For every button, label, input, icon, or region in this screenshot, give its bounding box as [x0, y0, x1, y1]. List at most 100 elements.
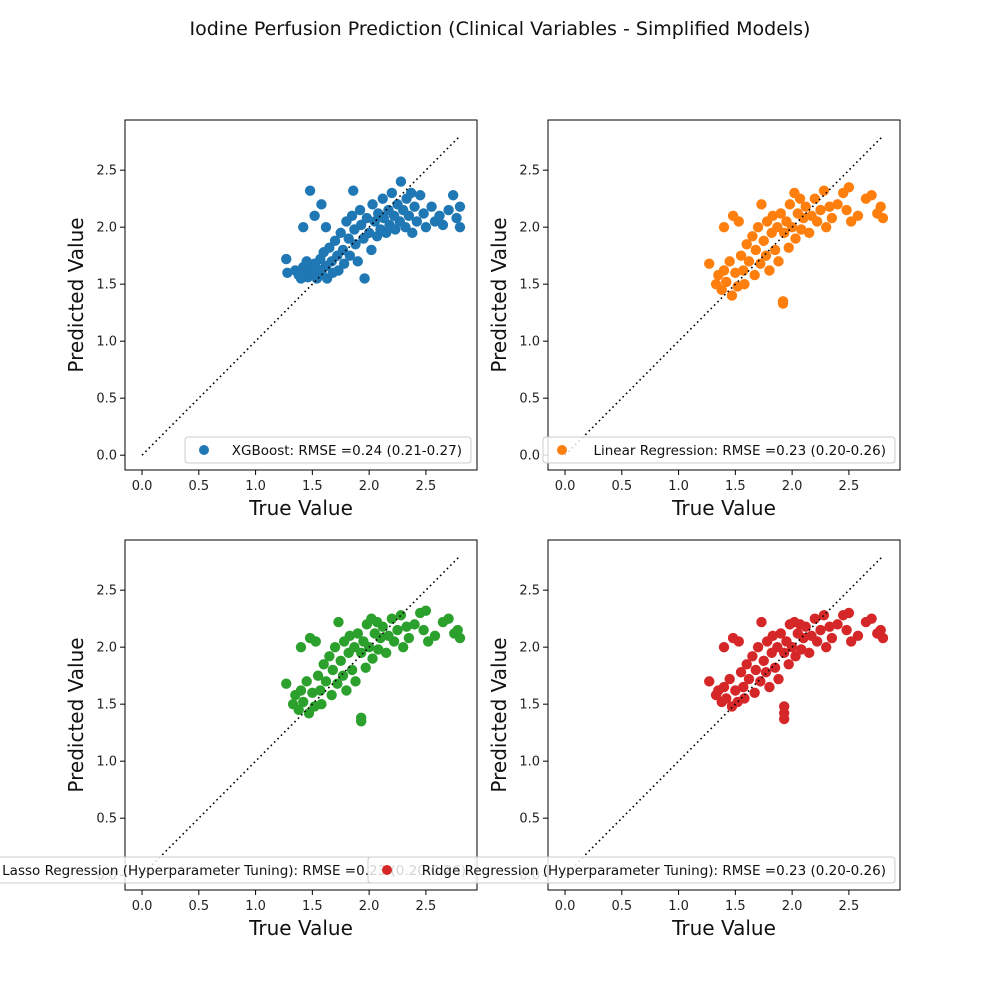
- scatter-point: [721, 276, 732, 288]
- scatter-point: [388, 636, 400, 647]
- scatter-point: [301, 676, 312, 687]
- scatter-point: [409, 619, 420, 630]
- scatter-point: [818, 185, 830, 196]
- scatter-point: [811, 636, 823, 647]
- legend-label: Lasso Regression (Hyperparameter Tuning)…: [2, 863, 466, 879]
- scatter-point: [760, 250, 772, 261]
- y-axis-title: Predicted Value: [487, 637, 511, 792]
- x-tick-label: 2.0: [782, 479, 803, 494]
- scatter-point: [750, 664, 761, 676]
- scatter-point: [355, 647, 367, 659]
- scatter-point: [348, 185, 359, 196]
- scatter-point: [437, 219, 449, 231]
- scatter-point: [420, 221, 432, 233]
- scatter-point: [380, 227, 392, 239]
- x-tick-label: 0.5: [188, 899, 209, 914]
- scatter-point: [295, 685, 307, 696]
- scatter-point: [772, 641, 783, 653]
- scatter-point: [843, 607, 855, 619]
- scatter-point: [769, 244, 781, 256]
- scatter-point: [718, 641, 730, 653]
- scatter-point: [426, 201, 437, 212]
- scatter-panel-3: 0.00.51.01.52.02.50.00.51.51.02.02.5True…: [0, 539, 478, 940]
- scatter-point: [344, 250, 356, 261]
- legend-box: [184, 436, 472, 464]
- scatter-point: [369, 216, 381, 227]
- scatter-point: [355, 219, 367, 231]
- scatter-point: [718, 265, 730, 276]
- scatter-point: [392, 624, 403, 636]
- scatter-point: [309, 210, 320, 221]
- scatter-point: [341, 685, 352, 696]
- y-tick-label: 1.0: [519, 755, 540, 770]
- scatter-point: [841, 624, 852, 636]
- scatter-point: [778, 647, 790, 659]
- scatter-point: [403, 632, 415, 644]
- x-tick-label: 1.5: [725, 479, 746, 494]
- scatter-point: [747, 231, 758, 242]
- scatter-point: [326, 689, 337, 701]
- scatter-point: [307, 687, 318, 698]
- scatter-point: [796, 224, 807, 235]
- scatter-point: [443, 613, 454, 624]
- scatter-point: [281, 678, 292, 689]
- identity-line: [564, 135, 884, 456]
- x-axis-title: True Value: [248, 496, 353, 520]
- x-tick-label: 1.0: [245, 479, 266, 494]
- scatter-point: [304, 185, 316, 196]
- scatter-point: [420, 605, 432, 616]
- scatter-point: [769, 662, 781, 673]
- scatter-point: [401, 621, 412, 632]
- scatter-point: [377, 621, 388, 632]
- scatter-point: [350, 239, 361, 250]
- identity-line: [564, 555, 884, 876]
- scatter-point: [803, 647, 815, 659]
- scatter-point: [755, 676, 766, 687]
- scatter-point: [350, 676, 361, 687]
- scatter-point: [815, 204, 826, 216]
- plot-frame: [124, 119, 478, 471]
- scatter-point: [718, 681, 730, 693]
- scatter-point: [841, 204, 852, 216]
- scatter-point: [809, 613, 821, 624]
- scatter-point: [409, 201, 420, 212]
- scatter-point: [403, 210, 415, 221]
- scatter-panel-2: 0.0 0.5 1.0 1.5 2.0 2.5 0.0 0.5 1.0 1.5 2.0 2.5 True…: [487, 119, 901, 520]
- y-tick-label: 0.0: [96, 449, 117, 464]
- y-tick-label: 0.5: [96, 812, 117, 827]
- scatter-point: [320, 221, 332, 233]
- scatter-point: [796, 644, 807, 655]
- scatter-point: [355, 716, 367, 727]
- scatter-point: [773, 673, 784, 685]
- scatter-point: [338, 258, 350, 269]
- scatter-point: [303, 708, 315, 719]
- scatter-point: [301, 256, 312, 267]
- scatter-point: [324, 242, 335, 253]
- scatter-point: [418, 624, 429, 636]
- scatter-point: [800, 201, 811, 212]
- identity-line: [141, 555, 461, 876]
- scatter-point: [378, 212, 390, 224]
- scatter-point: [756, 199, 767, 210]
- scatter-point: [775, 628, 786, 639]
- scatter-point: [756, 616, 767, 628]
- scatter-point: [773, 256, 784, 267]
- scatter-point: [845, 636, 857, 647]
- scatter-point: [352, 256, 363, 267]
- scatter-point: [775, 208, 786, 219]
- plot-frame: [547, 119, 901, 471]
- scatter-point: [832, 199, 843, 210]
- scatter-point: [733, 216, 744, 227]
- x-tick-label: 0.0: [132, 479, 153, 494]
- x-tick-label: 0.0: [555, 479, 576, 494]
- scatter-point: [794, 193, 806, 204]
- scatter-point: [726, 290, 738, 301]
- scatter-point: [809, 193, 821, 204]
- scatter-point: [752, 221, 764, 233]
- y-tick-label: 2.5: [96, 584, 117, 599]
- y-tick-label: 1.5: [519, 698, 540, 713]
- x-tick-label: 1.0: [245, 899, 266, 914]
- scatter-point: [373, 644, 384, 655]
- scatter-point: [845, 216, 857, 227]
- y-tick-label: 1.5: [519, 278, 540, 293]
